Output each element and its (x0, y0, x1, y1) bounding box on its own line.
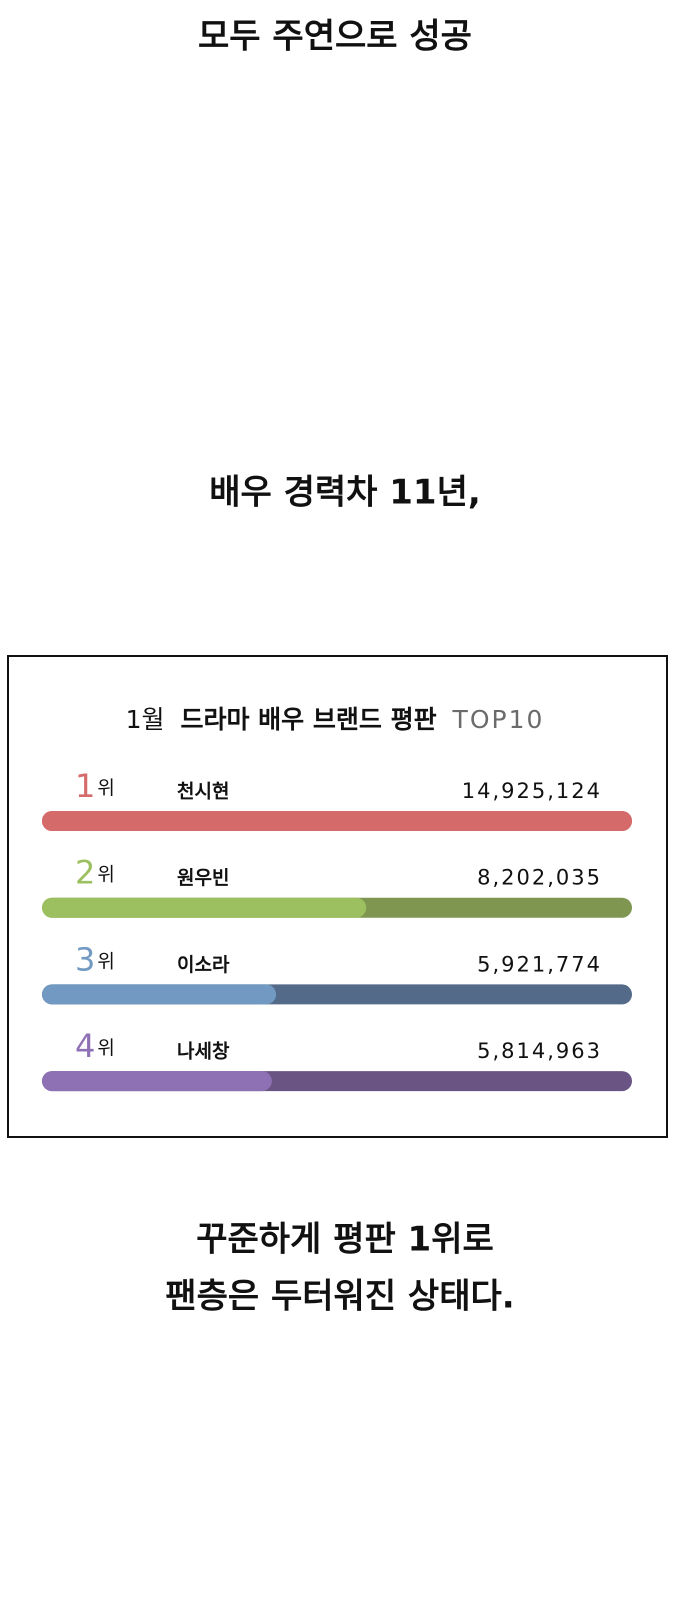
rank-suffix: 위 (97, 950, 114, 972)
category-label: 원우빈 (177, 867, 229, 889)
category-label: 이소라 (177, 954, 230, 976)
chart-frame (7, 655, 668, 1138)
rank-suffix: 위 (97, 777, 114, 799)
bar (42, 897, 367, 918)
rank-number: 1 (75, 767, 95, 805)
title-top: TOP10 (452, 705, 545, 734)
rank-suffix: 위 (97, 863, 114, 885)
value-label: 8,202,035 (477, 866, 602, 890)
value-label: 14,925,124 (462, 779, 602, 803)
rank-number: 4 (75, 1027, 95, 1065)
bar (42, 1071, 272, 1092)
rank-number: 3 (75, 940, 95, 978)
chart-title: 1월 드라마 배우 브랜드 평판 TOP10 (126, 705, 545, 734)
title-main: 드라마 배우 브랜드 평판 (180, 705, 436, 734)
category-label: 나세창 (177, 1041, 230, 1063)
value-label: 5,814,963 (477, 1039, 602, 1063)
caption: 꾸준하게 평판 1위로 (196, 1220, 494, 1260)
bar (42, 811, 632, 831)
caption: 모두 주연으로 성공 (198, 17, 472, 57)
caption: 배우 경력차 11년, (209, 473, 481, 513)
caption: 팬층은 두터워진 상태다. (165, 1277, 514, 1317)
rank-number: 2 (75, 854, 95, 892)
value-label: 5,921,774 (477, 952, 602, 976)
rank-suffix: 위 (97, 1037, 114, 1059)
bar (42, 984, 277, 1005)
category-label: 천시현 (177, 781, 229, 803)
title-month: 1월 (126, 705, 165, 734)
